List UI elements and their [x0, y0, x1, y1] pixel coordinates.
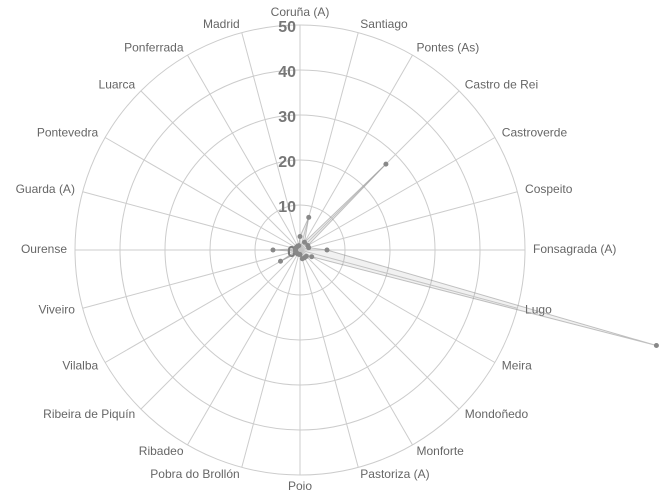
radial-tick-label: 0: [287, 244, 296, 261]
spoke: [299, 249, 359, 468]
data-point: [302, 239, 307, 245]
spoke: [299, 191, 518, 251]
category-label: Guarda (A): [16, 182, 75, 196]
category-label: Poio: [288, 479, 312, 490]
category-label: Meira: [502, 359, 532, 373]
radial-tick-label: 40: [278, 64, 296, 81]
category-label: Pontevedra: [37, 126, 99, 140]
radial-tick-label: 50: [278, 19, 296, 36]
category-label: Viveiro: [38, 302, 75, 316]
spoke: [241, 32, 301, 251]
category-label: Ribeira de Piquín: [43, 407, 135, 421]
data-point: [309, 254, 315, 260]
spoke: [104, 137, 301, 251]
category-label: Madrid: [203, 17, 240, 31]
category-label: Pontes (As): [417, 40, 480, 54]
spoke: [299, 249, 496, 363]
data-point: [278, 258, 284, 264]
spoke: [299, 249, 518, 309]
spoke: [299, 54, 413, 251]
category-label: Pobra do Brollón: [150, 467, 239, 481]
spoke: [187, 249, 301, 446]
radial-tick-label: 30: [278, 109, 296, 126]
category-label: Castro de Rei: [465, 77, 538, 91]
category-label: Ourense: [21, 242, 67, 256]
category-label: Fonsagrada (A): [533, 242, 616, 256]
spoke: [82, 191, 301, 251]
data-point: [324, 247, 330, 253]
category-label: Ponferrada: [124, 40, 184, 54]
spoke: [299, 249, 413, 446]
data-point: [270, 247, 276, 253]
category-label: Pastoriza (A): [360, 467, 429, 481]
data-point: [297, 234, 303, 239]
spoke: [299, 32, 359, 251]
radial-tick-label: 10: [278, 199, 296, 216]
spoke: [140, 90, 301, 251]
spoke: [299, 249, 460, 410]
category-label: Luarca: [99, 77, 136, 91]
category-label: Vilalba: [62, 359, 98, 373]
data-point: [296, 243, 302, 249]
spoke: [140, 249, 301, 410]
data-point: [306, 245, 312, 251]
spoke: [241, 249, 301, 468]
category-label: Mondoñedo: [465, 407, 529, 421]
data-point: [383, 161, 389, 167]
category-label: Ribadeo: [139, 444, 184, 458]
data-point: [299, 256, 305, 262]
data-point: [653, 343, 659, 349]
spoke: [82, 249, 301, 309]
spoke: [104, 249, 301, 363]
spoke: [299, 137, 496, 251]
radial-tick-label: 20: [278, 154, 296, 171]
category-label: Monforte: [417, 444, 465, 458]
spoke: [187, 54, 301, 251]
data-point: [306, 214, 312, 220]
category-label: Castroverde: [502, 126, 568, 140]
category-label: Santiago: [360, 17, 408, 31]
category-label: Cospeito: [525, 182, 573, 196]
category-label: Coruña (A): [271, 5, 330, 19]
